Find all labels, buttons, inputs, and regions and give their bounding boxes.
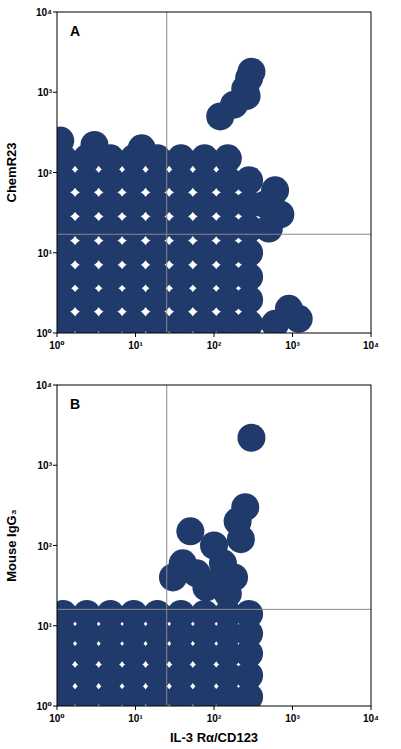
event-density (57, 127, 74, 155)
event-density (176, 517, 204, 545)
quadrant-line (57, 609, 371, 610)
y-tick (53, 706, 57, 707)
y-tick (53, 333, 57, 334)
x-axis-label: IL-3 Rα/CD123 (170, 730, 258, 745)
quadrant-line (166, 12, 167, 333)
y-tick-label: 10³ (38, 460, 53, 471)
event-density (235, 683, 263, 706)
event-density (167, 683, 195, 706)
quadrant-line (57, 234, 371, 235)
x-tick (292, 333, 293, 337)
event-density (220, 563, 248, 591)
event-density (120, 683, 148, 706)
x-tick-label: 10¹ (128, 713, 143, 724)
event-density (235, 166, 263, 194)
panel-label: B (70, 396, 80, 412)
x-tick-label: 10² (207, 340, 222, 351)
x-tick-label: 10⁴ (363, 713, 379, 724)
event-density (285, 305, 313, 333)
y-tick (53, 12, 57, 13)
event-density (261, 176, 289, 204)
x-tick-label: 10⁴ (363, 340, 379, 351)
event-density (266, 200, 294, 228)
event-density (206, 102, 234, 130)
y-tick (53, 545, 57, 546)
y-tick-label: 10⁰ (36, 701, 52, 712)
plot-frame (57, 385, 371, 706)
figure: 10⁰10¹10²10³10⁴10⁰10¹10²10³10⁴AChemR2310… (0, 0, 401, 749)
x-tick (292, 706, 293, 710)
event-density (73, 310, 101, 333)
y-tick-label: 10¹ (38, 621, 53, 632)
panel: 10⁰ 10¹ 10² 10³ 10⁴ 10⁰ 10¹ 10² 10³ 10⁴ A ChemR23 (4, 7, 379, 351)
y-tick (53, 625, 57, 626)
event-density (231, 493, 259, 521)
event-density (167, 310, 195, 333)
x-tick-label: 10³ (285, 340, 300, 351)
event-density (235, 310, 263, 333)
event-density (235, 286, 263, 314)
y-tick (53, 252, 57, 253)
points (57, 58, 313, 333)
x-tick-label: 10² (207, 713, 222, 724)
x-tick (57, 333, 58, 337)
points (57, 424, 265, 706)
x-tick (135, 706, 136, 710)
x-tick (214, 333, 215, 337)
plot-frame (57, 12, 371, 333)
x-tick (135, 333, 136, 337)
x-tick-label: 10³ (285, 713, 300, 724)
event-density (237, 58, 265, 86)
y-tick-label: 10⁴ (36, 380, 52, 391)
event-density (235, 239, 263, 267)
event-density (120, 310, 148, 333)
y-tick-label: 10² (38, 541, 53, 552)
x-tick (214, 706, 215, 710)
y-tick (53, 385, 57, 386)
y-tick (53, 172, 57, 173)
x-tick-label: 10⁰ (49, 713, 65, 724)
x-tick-label: 10¹ (128, 340, 143, 351)
y-axis-label: ChemR23 (4, 143, 19, 203)
panel-label: A (70, 23, 80, 39)
event-density (159, 563, 187, 591)
y-tick-label: 10⁰ (36, 328, 52, 339)
x-tick (371, 333, 372, 337)
y-tick (53, 92, 57, 93)
panel: 10⁰ 10¹ 10² 10³ 10⁴ 10⁰ 10¹ 10² 10³ 10⁴ B Mouse IgG… (4, 380, 379, 745)
event-density (237, 424, 265, 452)
y-tick (53, 465, 57, 466)
x-tick (57, 706, 58, 710)
y-tick-label: 10⁴ (36, 7, 52, 18)
x-tick-label: 10⁰ (49, 340, 65, 351)
event-density (80, 131, 108, 159)
event-density (227, 525, 255, 553)
y-tick-label: 10² (38, 168, 53, 179)
y-tick-label: 10¹ (38, 248, 53, 259)
quadrant-line (166, 385, 167, 706)
event-density (128, 134, 156, 162)
y-tick-label: 10³ (38, 87, 53, 98)
x-tick (371, 706, 372, 710)
event-density (73, 683, 101, 706)
y-axis-label: Mouse IgG₃ (4, 509, 19, 581)
